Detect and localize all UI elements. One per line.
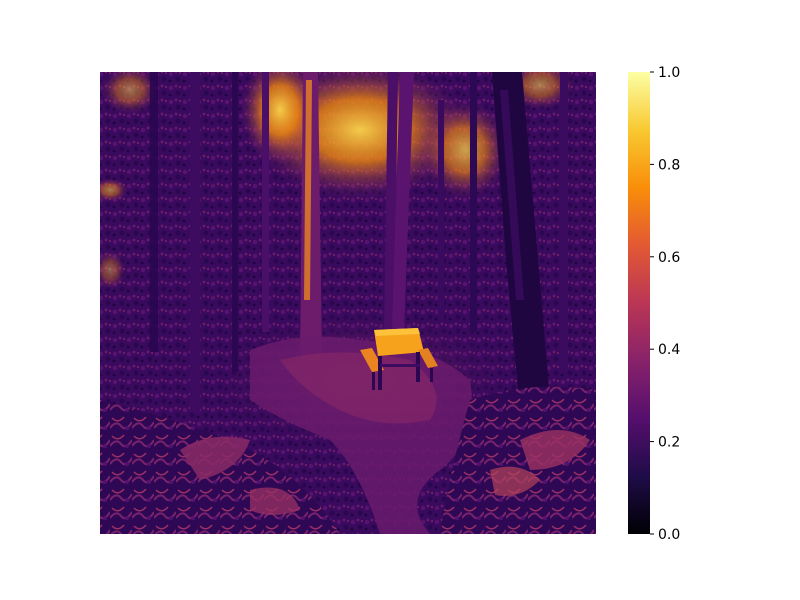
colorbar: 0.0 0.2 0.4 0.6 0.8 1.0 <box>628 65 680 543</box>
heatmap-image <box>100 72 596 534</box>
colorbar-tick-label: 0.8 <box>658 157 680 173</box>
colorbar-tick-label: 0.4 <box>658 342 680 358</box>
colorbar-tick-label: 0.6 <box>658 250 680 266</box>
colorbar-tick-label: 1.0 <box>658 65 680 81</box>
colorbar-tick-label: 0.0 <box>658 527 680 543</box>
colorbar-gradient <box>628 72 650 534</box>
colorbar-ticks: 0.0 0.2 0.4 0.6 0.8 1.0 <box>650 65 680 543</box>
picnic-table <box>360 328 438 390</box>
colorbar-tick-label: 0.2 <box>658 435 680 451</box>
